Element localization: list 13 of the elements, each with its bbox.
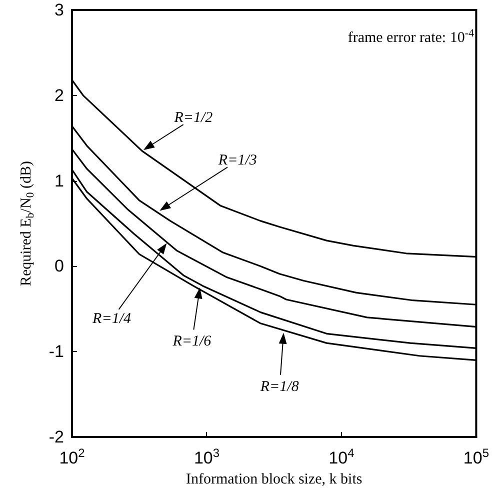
y-tick-label: -1	[48, 342, 64, 362]
y-tick-label: 1	[54, 171, 64, 190]
annotation: R=1/6	[172, 334, 212, 350]
y-tick-label: -2	[48, 428, 64, 446]
y-axis-title: Required Eb/N0 (dB)	[18, 160, 36, 286]
annotation: R=1/4	[92, 311, 132, 328]
annotation: R=1/3	[217, 152, 257, 169]
y-tick-label: 0	[54, 256, 64, 276]
annotation: R=1/8	[259, 378, 300, 395]
y-tick-label: 2	[54, 86, 64, 105]
x-axis-title: Information block size, k bits	[186, 472, 362, 488]
y-tick-label: 3	[54, 0, 64, 20]
annotation: R=1/2	[173, 110, 214, 126]
